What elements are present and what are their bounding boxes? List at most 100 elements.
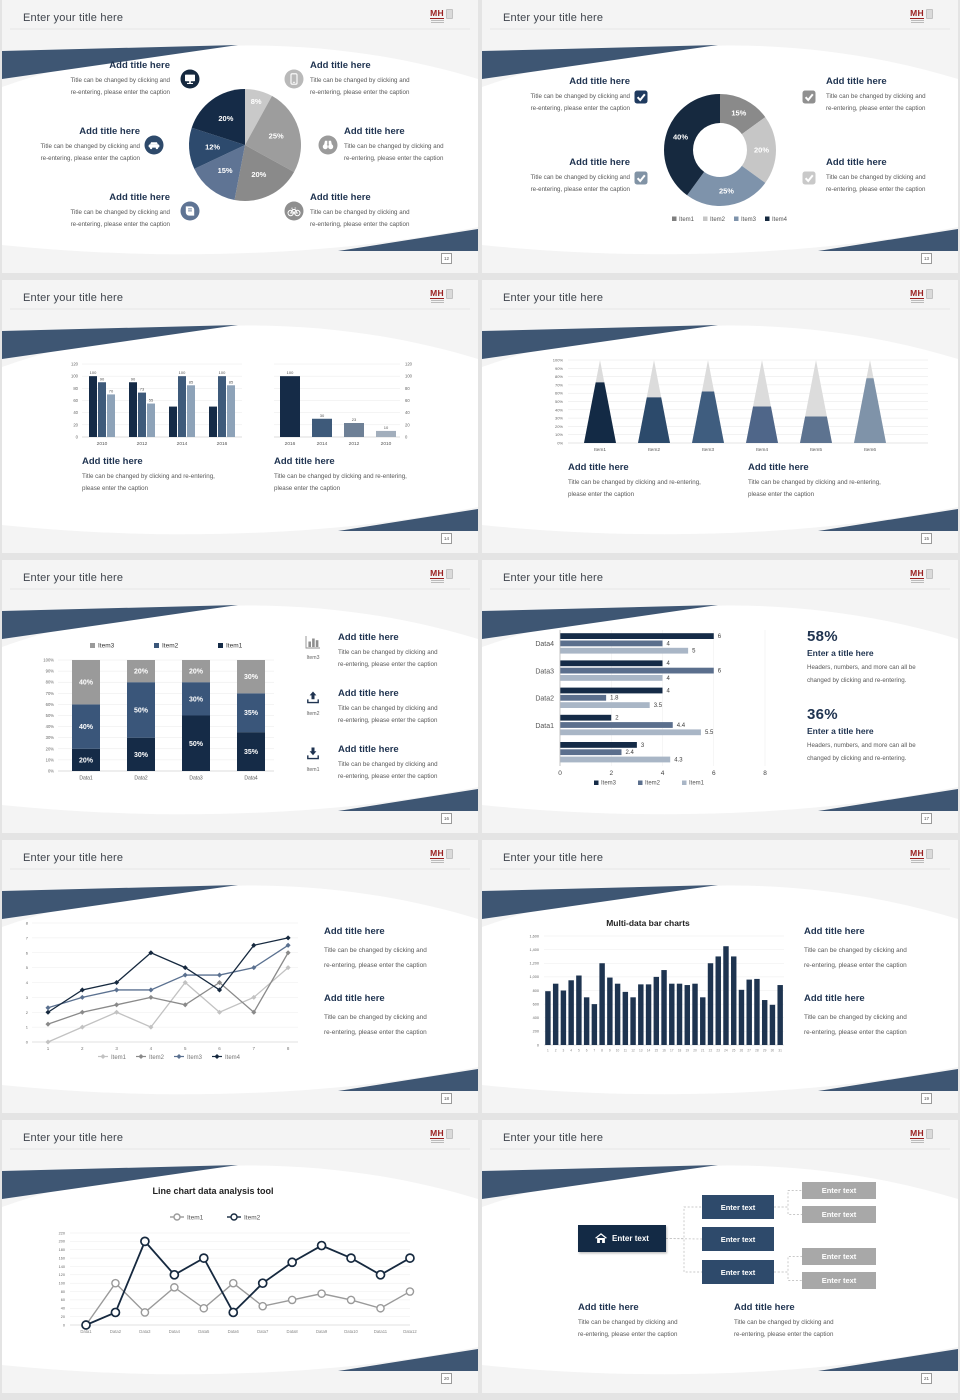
stacked-callout: Add title here Title can be changed by cl… — [338, 744, 476, 783]
slide-12[interactable]: Enter your title here MH 8% 25% 20% 15% 12% 2… — [2, 0, 478, 273]
column — [622, 991, 629, 1045]
chart-text: 20 — [61, 1315, 65, 1319]
chart-text: 10 — [616, 1049, 620, 1053]
column — [669, 983, 675, 1045]
callout-caption: re-entering, please enter the caption — [530, 185, 630, 193]
marker — [169, 1269, 180, 1280]
org-mid-node[interactable]: Enter text — [702, 1195, 774, 1219]
chart-text: 100 — [405, 374, 413, 379]
donut-callout: Add title here Title can be changed by cl… — [490, 76, 630, 115]
chart-text: 23 — [716, 1049, 720, 1053]
connector — [774, 1271, 802, 1281]
logo-lines — [430, 1140, 444, 1144]
slide-title: Enter your title here — [23, 292, 124, 304]
callout-title: Add title here — [82, 456, 143, 467]
chart-svg: 0 1 2 3 4 5 6 7 8 1 2 3 4 5 6 7 8 Item1 Item2 Item3 Item4 — [26, 921, 298, 1061]
slide-20[interactable]: Enter your title here MH Line chart data… — [2, 1120, 478, 1393]
marker — [114, 1002, 120, 1008]
slide-16[interactable]: Enter your title here MH 0% 10% 20% 30% 40% 5… — [2, 560, 478, 833]
org-leaf-node[interactable]: Enter text — [802, 1182, 876, 1199]
bar — [178, 376, 186, 437]
org-root-node[interactable]: Enter text — [578, 1225, 666, 1252]
bar-label: 30 — [320, 413, 325, 418]
marker — [375, 1269, 386, 1280]
chart-text: 1,000 — [529, 975, 539, 979]
logo-mark — [926, 569, 933, 579]
slide-title: Enter your title here — [503, 292, 604, 304]
marker — [287, 1295, 297, 1305]
chart-text: 100% — [43, 658, 54, 663]
mh-logo: MH — [910, 569, 933, 584]
bar — [187, 385, 195, 437]
callout-title: Add title here — [310, 192, 371, 203]
callout-title: Add title here — [338, 688, 399, 699]
chart-text: Item5 — [810, 447, 822, 453]
slide-18[interactable]: Enter your title here MH 0 1 2 3 4 5 6 7 8 1 2 3 4 5 6… — [2, 840, 478, 1113]
legend-label: Item1 — [111, 1055, 127, 1061]
stack-segment — [72, 704, 100, 749]
callout-caption: Title can be changed by clicking and re-… — [568, 478, 701, 486]
chart-text: 4 — [570, 1049, 572, 1053]
chart-text: 60% — [555, 391, 563, 396]
slide-cell: Enter your title here MH 8% 25% 20% 15% 12% 2… — [0, 0, 480, 280]
logo-text: MH — [910, 568, 924, 579]
bar-label: 4.3 — [674, 757, 683, 763]
org-mid-node[interactable]: Enter text — [702, 1260, 774, 1284]
logo-text: MH — [910, 288, 924, 299]
donut-slice — [687, 165, 766, 206]
chart-text: 16 — [662, 1049, 666, 1053]
page-number: 20 — [441, 1373, 452, 1384]
slide-21[interactable]: Enter your title here MH Enter text Enter… — [482, 1120, 958, 1393]
callout-caption: re-entering, please enter the caption — [338, 772, 438, 780]
logo-lines — [910, 580, 924, 584]
bar — [344, 423, 364, 437]
hbar — [560, 633, 714, 639]
org-mid-node[interactable]: Enter text — [702, 1227, 774, 1251]
slide-14[interactable]: Enter your title here MH 0 20 40 60 80 100 120… — [2, 280, 478, 553]
download-icon — [307, 747, 319, 760]
hbar — [560, 675, 663, 681]
bar-label: 3.5 — [654, 703, 663, 709]
slide-title: Enter your title here — [23, 572, 124, 584]
slide-17[interactable]: Enter your title here MH 0 2 4 6 8 6 4 5 Data4 4 6… — [482, 560, 958, 833]
slide-13[interactable]: Enter your title here MH 15% 20% 25% 40% Ite… — [482, 0, 958, 273]
chart-text: 13 — [639, 1049, 643, 1053]
chart-text: Item1 — [594, 447, 606, 453]
chart-text: Data2 — [110, 1329, 122, 1334]
chart-text: 20% — [555, 424, 563, 429]
org-leaf-node[interactable]: Enter text — [802, 1206, 876, 1223]
callout-title: Add title here — [734, 1302, 795, 1313]
logo-mark — [446, 1129, 453, 1139]
pyramid-fill — [800, 416, 832, 443]
callout-caption: Title can be changed by clicking and — [530, 92, 630, 100]
column — [738, 989, 745, 1045]
pyramid-chart: 0% 10% 20% 30% 40% 50% 60% 70% 80% 90% 100% Item1 It… — [482, 280, 958, 553]
chart-text: 2016 — [217, 441, 228, 447]
callout-caption: Title can be changed by clicking and — [826, 92, 926, 100]
checkbox-icon — [802, 90, 816, 104]
chart-callout: Add title here Title can be changed by cl… — [274, 456, 449, 495]
hbar — [560, 722, 673, 728]
bar — [209, 406, 217, 437]
slide-15[interactable]: Enter your title here MH 0% 10% 20% 30% 40% 5… — [482, 280, 958, 553]
column — [700, 997, 706, 1045]
slide-19[interactable]: Enter your title here MH Multi-data bar … — [482, 840, 958, 1113]
line-series — [85, 1282, 411, 1326]
logo-lines — [430, 860, 444, 864]
callout-caption: Title can be changed by clicking and — [324, 1014, 427, 1021]
chart-text: 80% — [46, 680, 55, 685]
org-leaf-node[interactable]: Enter text — [802, 1248, 876, 1265]
callout-caption: re-entering, please enter the caption — [826, 104, 926, 112]
chart-text: 1 — [547, 1049, 549, 1053]
hbar — [560, 660, 663, 667]
chart-text: 400 — [533, 1016, 539, 1020]
slide-cell: Enter your title here MH Multi-data bar … — [480, 840, 960, 1120]
slide-title: Enter your title here — [503, 852, 604, 864]
callout-caption: Title can be changed by clicking and — [734, 1318, 834, 1326]
chart-text: Data5 — [198, 1329, 210, 1334]
chart-callout: Add title here Title can be changed by cl… — [324, 926, 476, 973]
chart-text: 1 — [47, 1046, 50, 1051]
chart-svg: 0% 10% 20% 30% 40% 50% 60% 70% 80% 90% 100% 20% 40% 4… — [43, 636, 320, 782]
org-leaf-node[interactable]: Enter text — [802, 1272, 876, 1289]
chart-text: 7 — [253, 1046, 256, 1051]
